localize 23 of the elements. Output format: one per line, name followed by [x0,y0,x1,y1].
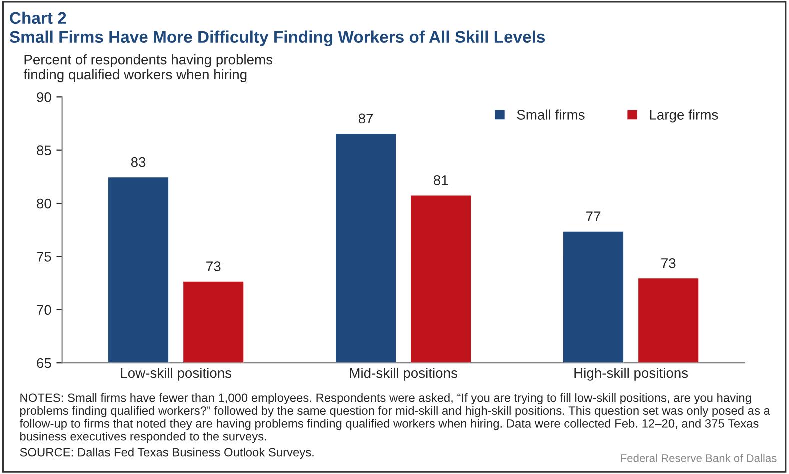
x-tick-label: High-skill positions [574,368,688,381]
y-tick-label: 90 [37,92,52,102]
text: Federal Reserve Bank of Dallas [621,454,777,462]
y-tick-label: 75 [37,252,52,262]
legend-label: Small firms [517,110,585,120]
data-label: 73 [662,258,676,268]
y-tick-label: 85 [37,146,52,156]
legend-label: Large firms [650,110,718,123]
source-note: SOURCE: Dallas Fed Texas Business Outlook Surveys. [20,448,314,460]
x-tick-label: Low-skill positions [121,368,232,381]
chart-title: Chart 2 [10,12,66,24]
y-tick-label: 80 [37,198,52,209]
data-label: 83 [131,157,146,168]
chart-subtitle: Small Firms Have More Difficulty Finding Workers of All Skill Levels [10,30,546,46]
y-tick-label: 70 [37,305,52,316]
y-tick-label: 65 [37,358,52,368]
data-label: 81 [434,176,448,186]
y-axis-title: Percent of respondents having problems finding qualified workers when hiring [24,54,273,82]
data-label: 87 [358,114,374,124]
data-label: 73 [206,262,221,272]
text: NOTES: Small firms have fewer than 1,000 employees. Respondents were asked, “If you are trying to fill low-skill positions, are you having problems finding qualified workers?” followed by the same question for mid-skill and high-skill positions. This question set was only posed as a follow-up to firms that noted they are having problems finding qualified workers when hiring. Data were collected Feb. 12–20, and 375 Texas business executives responded to the surveys. [20,393,770,444]
x-tick-label: Mid-skill positions [350,368,458,381]
data-label: 77 [586,212,601,222]
